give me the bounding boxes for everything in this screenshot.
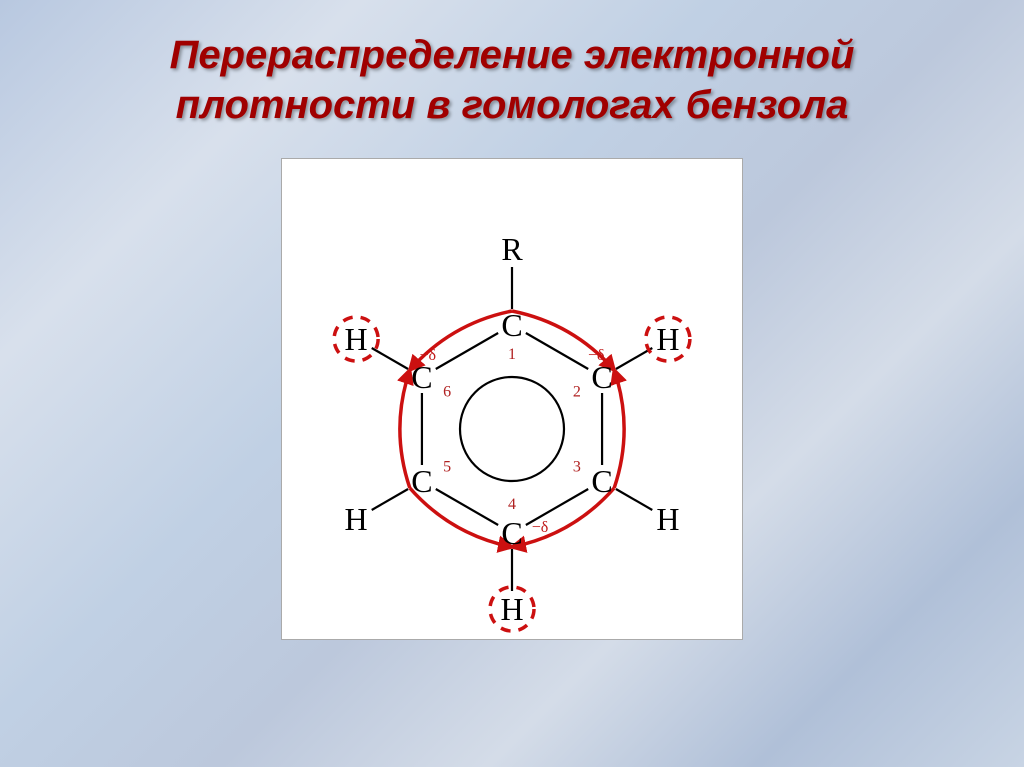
title-line-1: Перераспределение электронной <box>170 33 855 77</box>
svg-text:H: H <box>345 501 368 537</box>
svg-text:−δ: −δ <box>532 519 549 536</box>
svg-text:C: C <box>411 463 432 499</box>
svg-text:5: 5 <box>443 458 451 475</box>
svg-text:1: 1 <box>508 346 516 363</box>
svg-text:C: C <box>591 463 612 499</box>
diagram-panel: C1C2−δC3C4−δC5C6−δRHHHHH <box>281 158 743 640</box>
svg-text:H: H <box>345 321 368 357</box>
svg-text:6: 6 <box>443 384 451 401</box>
svg-text:−δ: −δ <box>588 347 605 364</box>
svg-text:C: C <box>501 307 522 343</box>
svg-text:2: 2 <box>573 384 581 401</box>
slide-title: Перераспределение электронной плотности … <box>40 30 984 130</box>
title-line-2: плотности в гомологах бензола <box>176 83 849 127</box>
svg-text:3: 3 <box>573 458 581 475</box>
svg-text:H: H <box>500 591 523 627</box>
svg-text:C: C <box>591 359 612 395</box>
svg-text:C: C <box>411 359 432 395</box>
svg-text:C: C <box>501 515 522 551</box>
svg-text:−δ: −δ <box>419 347 436 364</box>
svg-text:R: R <box>501 231 523 267</box>
svg-text:H: H <box>656 321 679 357</box>
slide: Перераспределение электронной плотности … <box>0 0 1024 767</box>
svg-text:H: H <box>656 501 679 537</box>
benzene-diagram: C1C2−δC3C4−δC5C6−δRHHHHH <box>282 159 742 639</box>
svg-text:4: 4 <box>508 496 516 513</box>
